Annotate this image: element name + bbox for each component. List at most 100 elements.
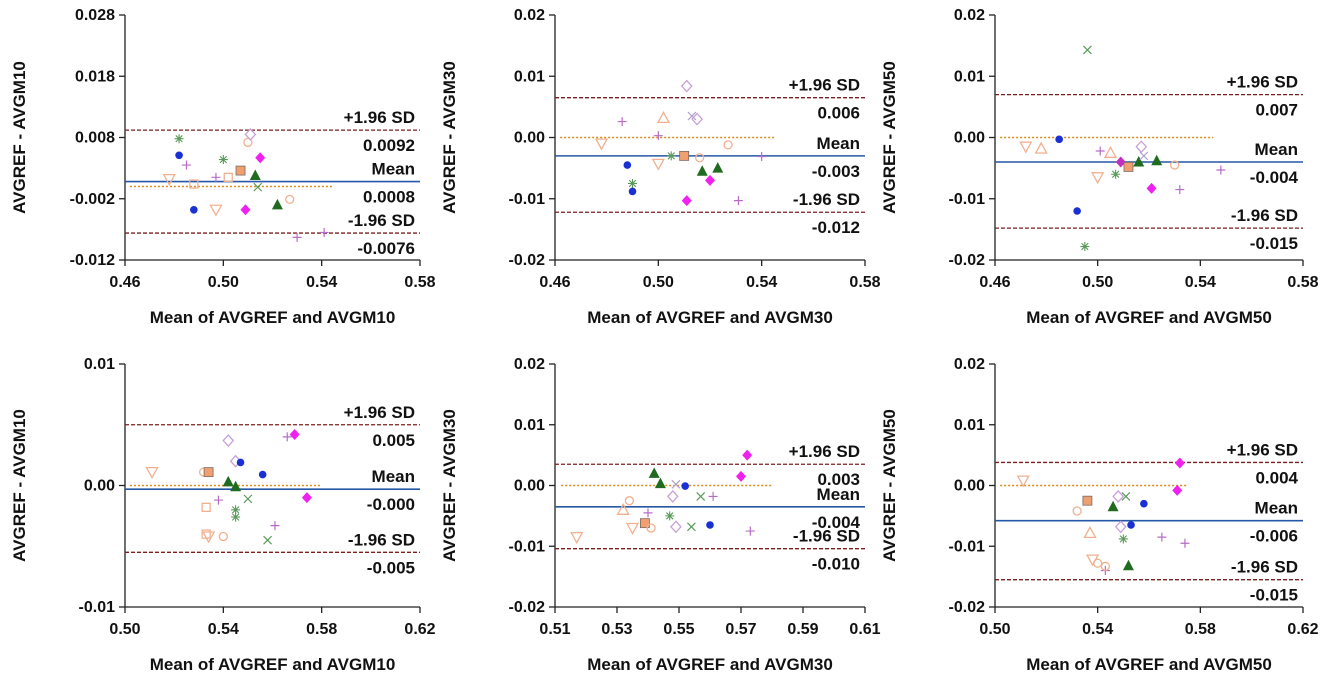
x-tick-label: 0.54 bbox=[1082, 621, 1113, 638]
y-tick-label: -0.01 bbox=[949, 191, 986, 208]
y-tick-label: 0.018 bbox=[75, 68, 115, 85]
y-tick-label: 0.02 bbox=[954, 356, 985, 373]
data-point bbox=[1082, 495, 1093, 506]
x-tick-label: 0.54 bbox=[746, 274, 777, 291]
y-tick-label: -0.02 bbox=[949, 599, 986, 616]
upper-sd-label: +1.96 SD bbox=[1227, 440, 1298, 459]
data-point bbox=[218, 155, 228, 165]
data-point bbox=[240, 204, 251, 216]
y-axis-label: AVGREF - AVGM10 bbox=[10, 61, 29, 214]
data-point bbox=[594, 138, 609, 151]
x-tick-label: 0.50 bbox=[109, 621, 140, 638]
mean-label: Mean bbox=[1255, 499, 1298, 518]
lower-sd-value: -0.0076 bbox=[357, 239, 415, 258]
data-point bbox=[705, 174, 715, 186]
y-tick-label: -0.002 bbox=[70, 191, 115, 208]
data-point bbox=[1216, 165, 1226, 175]
y-tick-label: 0.00 bbox=[954, 478, 985, 495]
mean-value: -0.004 bbox=[812, 513, 861, 532]
data-point bbox=[201, 531, 216, 544]
data-point bbox=[625, 522, 640, 535]
mean-value: -0.003 bbox=[812, 162, 860, 181]
lower-sd-label: -1.96 SD bbox=[1231, 558, 1298, 577]
data-point bbox=[190, 205, 198, 214]
x-axis-label: Mean of AVGREF and AVGM50 bbox=[1026, 655, 1272, 674]
data-point bbox=[285, 194, 295, 205]
y-tick-label: 0.01 bbox=[84, 356, 115, 373]
data-point bbox=[218, 531, 228, 542]
data-point bbox=[1072, 506, 1082, 516]
x-tick-label: 0.58 bbox=[404, 274, 435, 291]
upper-sd-value: 0.005 bbox=[372, 431, 415, 450]
data-point bbox=[1019, 141, 1033, 154]
data-point bbox=[570, 531, 584, 544]
data-point bbox=[231, 505, 241, 515]
mean-label: Mean bbox=[372, 160, 415, 179]
data-point bbox=[628, 178, 637, 188]
lower-sd-label: -1.96 SD bbox=[348, 530, 415, 549]
x-axis-label: Mean of AVGREF and AVGM10 bbox=[150, 308, 396, 327]
data-point bbox=[1111, 169, 1121, 179]
data-point bbox=[617, 117, 627, 127]
data-point bbox=[249, 169, 261, 180]
x-tick-label: 0.62 bbox=[404, 621, 435, 638]
data-point bbox=[624, 496, 635, 506]
x-tick-label: 0.50 bbox=[979, 621, 1010, 638]
data-point bbox=[1135, 140, 1148, 154]
data-point bbox=[681, 482, 689, 490]
y-tick-label: -0.02 bbox=[949, 252, 986, 269]
data-point bbox=[230, 480, 242, 492]
data-point bbox=[1180, 538, 1190, 548]
mean-value: -0.006 bbox=[1250, 527, 1298, 546]
data-point bbox=[643, 508, 653, 518]
lower-sd-value: -0.015 bbox=[1250, 234, 1298, 253]
y-tick-label: 0.01 bbox=[954, 68, 985, 85]
y-tick-label: 0.02 bbox=[514, 7, 545, 24]
data-point bbox=[255, 152, 266, 164]
y-axis-label: AVGREF - AVGM30 bbox=[440, 61, 459, 214]
y-tick-label: 0.02 bbox=[954, 7, 985, 24]
x-tick-label: 0.58 bbox=[1185, 621, 1216, 638]
data-point bbox=[301, 492, 312, 504]
data-point bbox=[231, 512, 241, 522]
data-point bbox=[1127, 521, 1135, 529]
data-point bbox=[680, 79, 693, 93]
data-point bbox=[1172, 484, 1183, 496]
upper-sd-value: 0.0092 bbox=[363, 136, 415, 155]
y-tick-label: -0.01 bbox=[509, 538, 546, 555]
panel-2: -0.02 -0.01 0.00 0.01 0.02 0.46 0.50 0.54 0.58 Me… bbox=[440, 7, 881, 327]
panel-1: -0.012 -0.002 0.008 0.018 0.028 0.46 0.50 0.54 0… bbox=[10, 7, 436, 327]
x-tick-label: 0.46 bbox=[109, 274, 140, 291]
data-point bbox=[666, 151, 676, 161]
x-tick-label: 0.50 bbox=[643, 274, 674, 291]
y-tick-label: 0.01 bbox=[514, 417, 545, 434]
y-tick-label: 0.00 bbox=[84, 478, 115, 495]
y-tick-label: -0.01 bbox=[509, 191, 546, 208]
x-tick-label: 0.62 bbox=[1287, 621, 1318, 638]
data-point bbox=[665, 511, 675, 521]
data-point bbox=[1107, 500, 1119, 512]
data-point bbox=[1174, 457, 1185, 469]
upper-sd-label: +1.96 SD bbox=[1227, 73, 1298, 92]
data-point bbox=[1091, 172, 1105, 185]
data-point bbox=[222, 475, 234, 487]
data-point bbox=[640, 518, 650, 529]
y-tick-label: 0.00 bbox=[514, 478, 545, 495]
data-point bbox=[174, 134, 184, 144]
data-point bbox=[1034, 141, 1048, 154]
y-tick-label: 0.00 bbox=[514, 130, 545, 147]
y-tick-label: -0.02 bbox=[509, 252, 546, 269]
data-point bbox=[1093, 558, 1103, 568]
data-point bbox=[679, 150, 690, 161]
data-point bbox=[1055, 135, 1063, 144]
x-tick-label: 0.58 bbox=[306, 621, 337, 638]
data-point bbox=[1082, 45, 1092, 55]
data-point bbox=[253, 182, 263, 192]
data-point bbox=[201, 502, 211, 513]
lower-sd-label: -1.96 SD bbox=[348, 211, 415, 230]
data-point bbox=[1095, 146, 1105, 156]
upper-sd-label: +1.96 SD bbox=[344, 403, 415, 422]
upper-sd-value: 0.003 bbox=[817, 470, 860, 489]
data-point bbox=[1139, 151, 1149, 161]
